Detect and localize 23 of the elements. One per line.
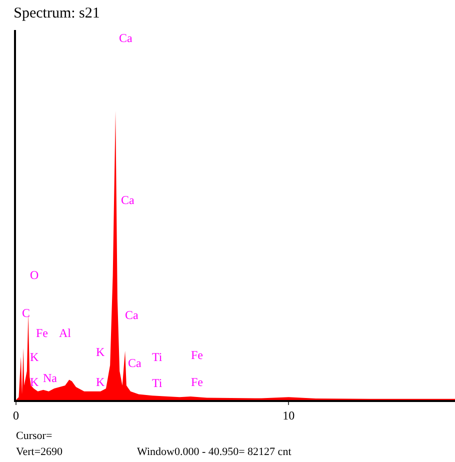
text: Ca [119, 31, 134, 45]
annotation: Ca [121, 193, 136, 207]
annotation: Na [43, 371, 58, 385]
annotation: Al [59, 326, 72, 340]
annotation: Fe [191, 348, 203, 362]
annotation: K [96, 345, 105, 359]
annotation: Fe [36, 326, 48, 340]
annotation: K [30, 350, 39, 364]
text: Cursor= [16, 430, 52, 442]
annotation: O [30, 268, 39, 282]
chart-title: Spectrum: s21 [14, 5, 100, 22]
annotation: K [96, 375, 105, 389]
annotation: Fe [191, 375, 203, 389]
annotation: Ti [152, 376, 163, 390]
annotation: Ca [128, 356, 142, 370]
annotation: Ti [152, 350, 163, 364]
annotation: C [22, 306, 30, 320]
x-tick-label: 10 [282, 408, 295, 422]
text: Window0.000 - 40.950= 82127 cnt [137, 446, 292, 458]
text: Vert=2690 [16, 446, 64, 458]
annotation: Ca [125, 308, 140, 322]
x-tick-label: 0 [13, 408, 19, 422]
annotation: K [30, 375, 39, 389]
